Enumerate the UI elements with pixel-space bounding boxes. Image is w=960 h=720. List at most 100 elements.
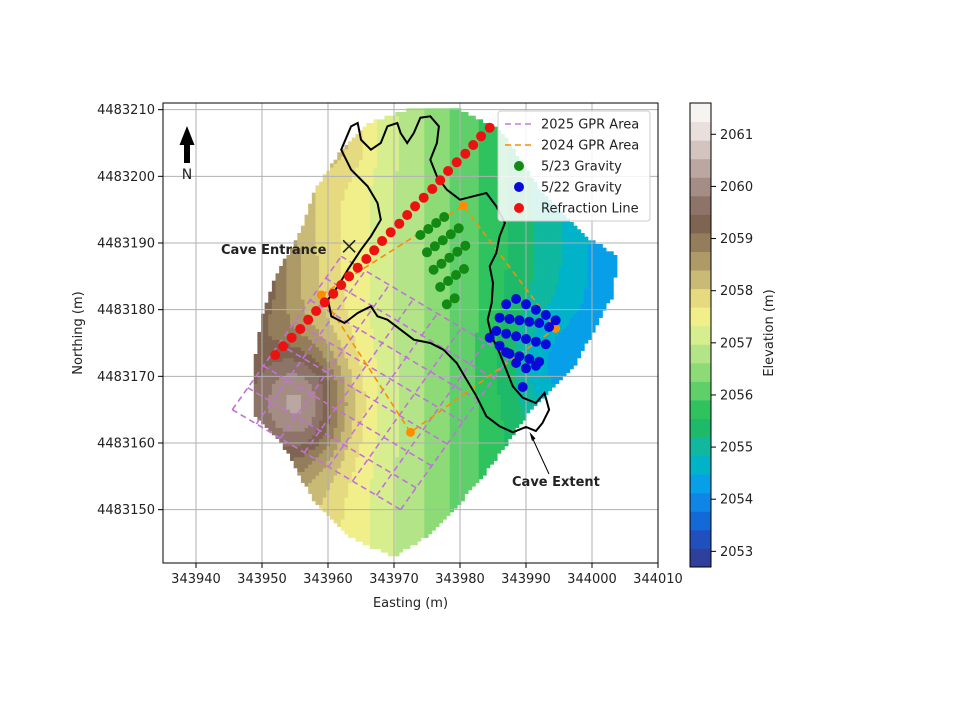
- elevation-cell: [380, 442, 386, 447]
- elevation-cell: [424, 475, 429, 480]
- elevation-cell: [315, 412, 320, 417]
- elevation-cell: [406, 332, 411, 337]
- elevation-cell: [315, 207, 320, 212]
- elevation-cell: [308, 266, 313, 271]
- elevation-cell: [435, 273, 440, 278]
- elevation-cell: [402, 416, 407, 421]
- elevation-cell: [398, 438, 404, 443]
- elevation-cell: [395, 310, 400, 315]
- elevation-cell: [435, 310, 440, 315]
- elevation-cell: [377, 185, 382, 190]
- elevation-cell: [293, 350, 298, 355]
- elevation-cell: [388, 493, 393, 498]
- elevation-cell: [406, 482, 411, 487]
- elevation-cell: [344, 255, 349, 260]
- elevation-cell: [395, 203, 400, 208]
- elevation-cell: [337, 438, 342, 443]
- elevation-cell: [297, 288, 302, 293]
- elevation-cell: [340, 207, 346, 212]
- elevation-cell: [438, 467, 444, 472]
- elevation-cell: [395, 185, 400, 190]
- elevation-cell: [337, 383, 342, 388]
- elevation-cell: [337, 412, 342, 417]
- elevation-cell: [308, 222, 313, 227]
- elevation-cell: [409, 515, 415, 520]
- elevation-cell: [286, 269, 291, 274]
- elevation-cell: [344, 251, 349, 256]
- elevation-cell: [417, 277, 422, 282]
- elevation-cell: [384, 453, 389, 458]
- elevation-cell: [377, 343, 382, 348]
- elevation-cell: [384, 493, 389, 498]
- elevation-cell: [406, 420, 411, 425]
- elevation-cell: [431, 339, 436, 344]
- elevation-cell: [377, 159, 382, 164]
- elevation-cell: [333, 170, 338, 175]
- elevation-cell: [435, 203, 440, 208]
- elevation-cell: [315, 460, 320, 465]
- elevation-cell: [409, 541, 415, 546]
- elevation-cell: [355, 247, 360, 252]
- elevation-cell: [435, 475, 440, 480]
- elevation-cell: [311, 460, 317, 465]
- elevation-cell: [348, 427, 353, 432]
- elevation-cell: [268, 346, 273, 351]
- elevation-cell: [348, 189, 353, 194]
- elevation-cell: [359, 313, 364, 318]
- elevation-cell: [398, 486, 404, 491]
- elevation-cell: [427, 255, 433, 260]
- elevation-cell: [424, 511, 429, 516]
- elevation-cell: [388, 343, 393, 348]
- elevation-cell: [413, 240, 418, 245]
- elevation-cell: [435, 302, 440, 307]
- elevation-cell: [348, 361, 353, 366]
- elevation-cell: [446, 511, 451, 516]
- elevation-cell: [438, 167, 444, 172]
- elevation-cell: [340, 233, 346, 238]
- elevation-cell: [409, 478, 415, 483]
- elevation-cell: [398, 343, 404, 348]
- elevation-cell: [384, 284, 389, 289]
- elevation-cell: [311, 486, 317, 491]
- elevation-cell: [348, 493, 353, 498]
- elevation-cell: [402, 266, 407, 271]
- elevation-cell: [402, 134, 407, 139]
- elevation-cell: [333, 354, 338, 359]
- elevation-cell: [431, 159, 436, 164]
- elevation-cell: [308, 203, 313, 208]
- elevation-cell: [435, 350, 440, 355]
- elevation-cell: [402, 541, 407, 546]
- elevation-cell: [290, 302, 295, 307]
- elevation-cell: [446, 460, 451, 465]
- elevation-cell: [319, 350, 324, 355]
- elevation-cell: [282, 277, 288, 282]
- elevation-cell: [438, 431, 444, 436]
- elevation-cell: [322, 460, 327, 465]
- elevation-cell: [427, 526, 433, 531]
- elevation-cell: [384, 269, 389, 274]
- elevation-cell: [351, 431, 356, 436]
- elevation-cell: [329, 500, 335, 505]
- elevation-cell: [380, 412, 386, 417]
- elevation-cell: [395, 152, 400, 157]
- elevation-cell: [329, 456, 335, 461]
- elevation-cell: [333, 321, 338, 326]
- elevation-cell: [413, 339, 418, 344]
- elevation-cell: [431, 500, 436, 505]
- elevation-cell: [290, 269, 295, 274]
- elevation-cell: [424, 218, 429, 223]
- elevation-cell: [329, 335, 335, 340]
- elevation-cell: [369, 401, 375, 406]
- elevation-cell: [409, 339, 415, 344]
- elevation-cell: [304, 390, 309, 395]
- elevation-cell: [348, 511, 353, 516]
- elevation-cell: [431, 401, 436, 406]
- elevation-cell: [427, 346, 433, 351]
- elevation-cell: [337, 313, 342, 318]
- elevation-cell: [297, 244, 302, 249]
- elevation-cell: [355, 372, 360, 377]
- elevation-cell: [395, 229, 400, 234]
- elevation-cell: [431, 354, 436, 359]
- elevation-cell: [359, 500, 364, 505]
- elevation-cell: [344, 372, 349, 377]
